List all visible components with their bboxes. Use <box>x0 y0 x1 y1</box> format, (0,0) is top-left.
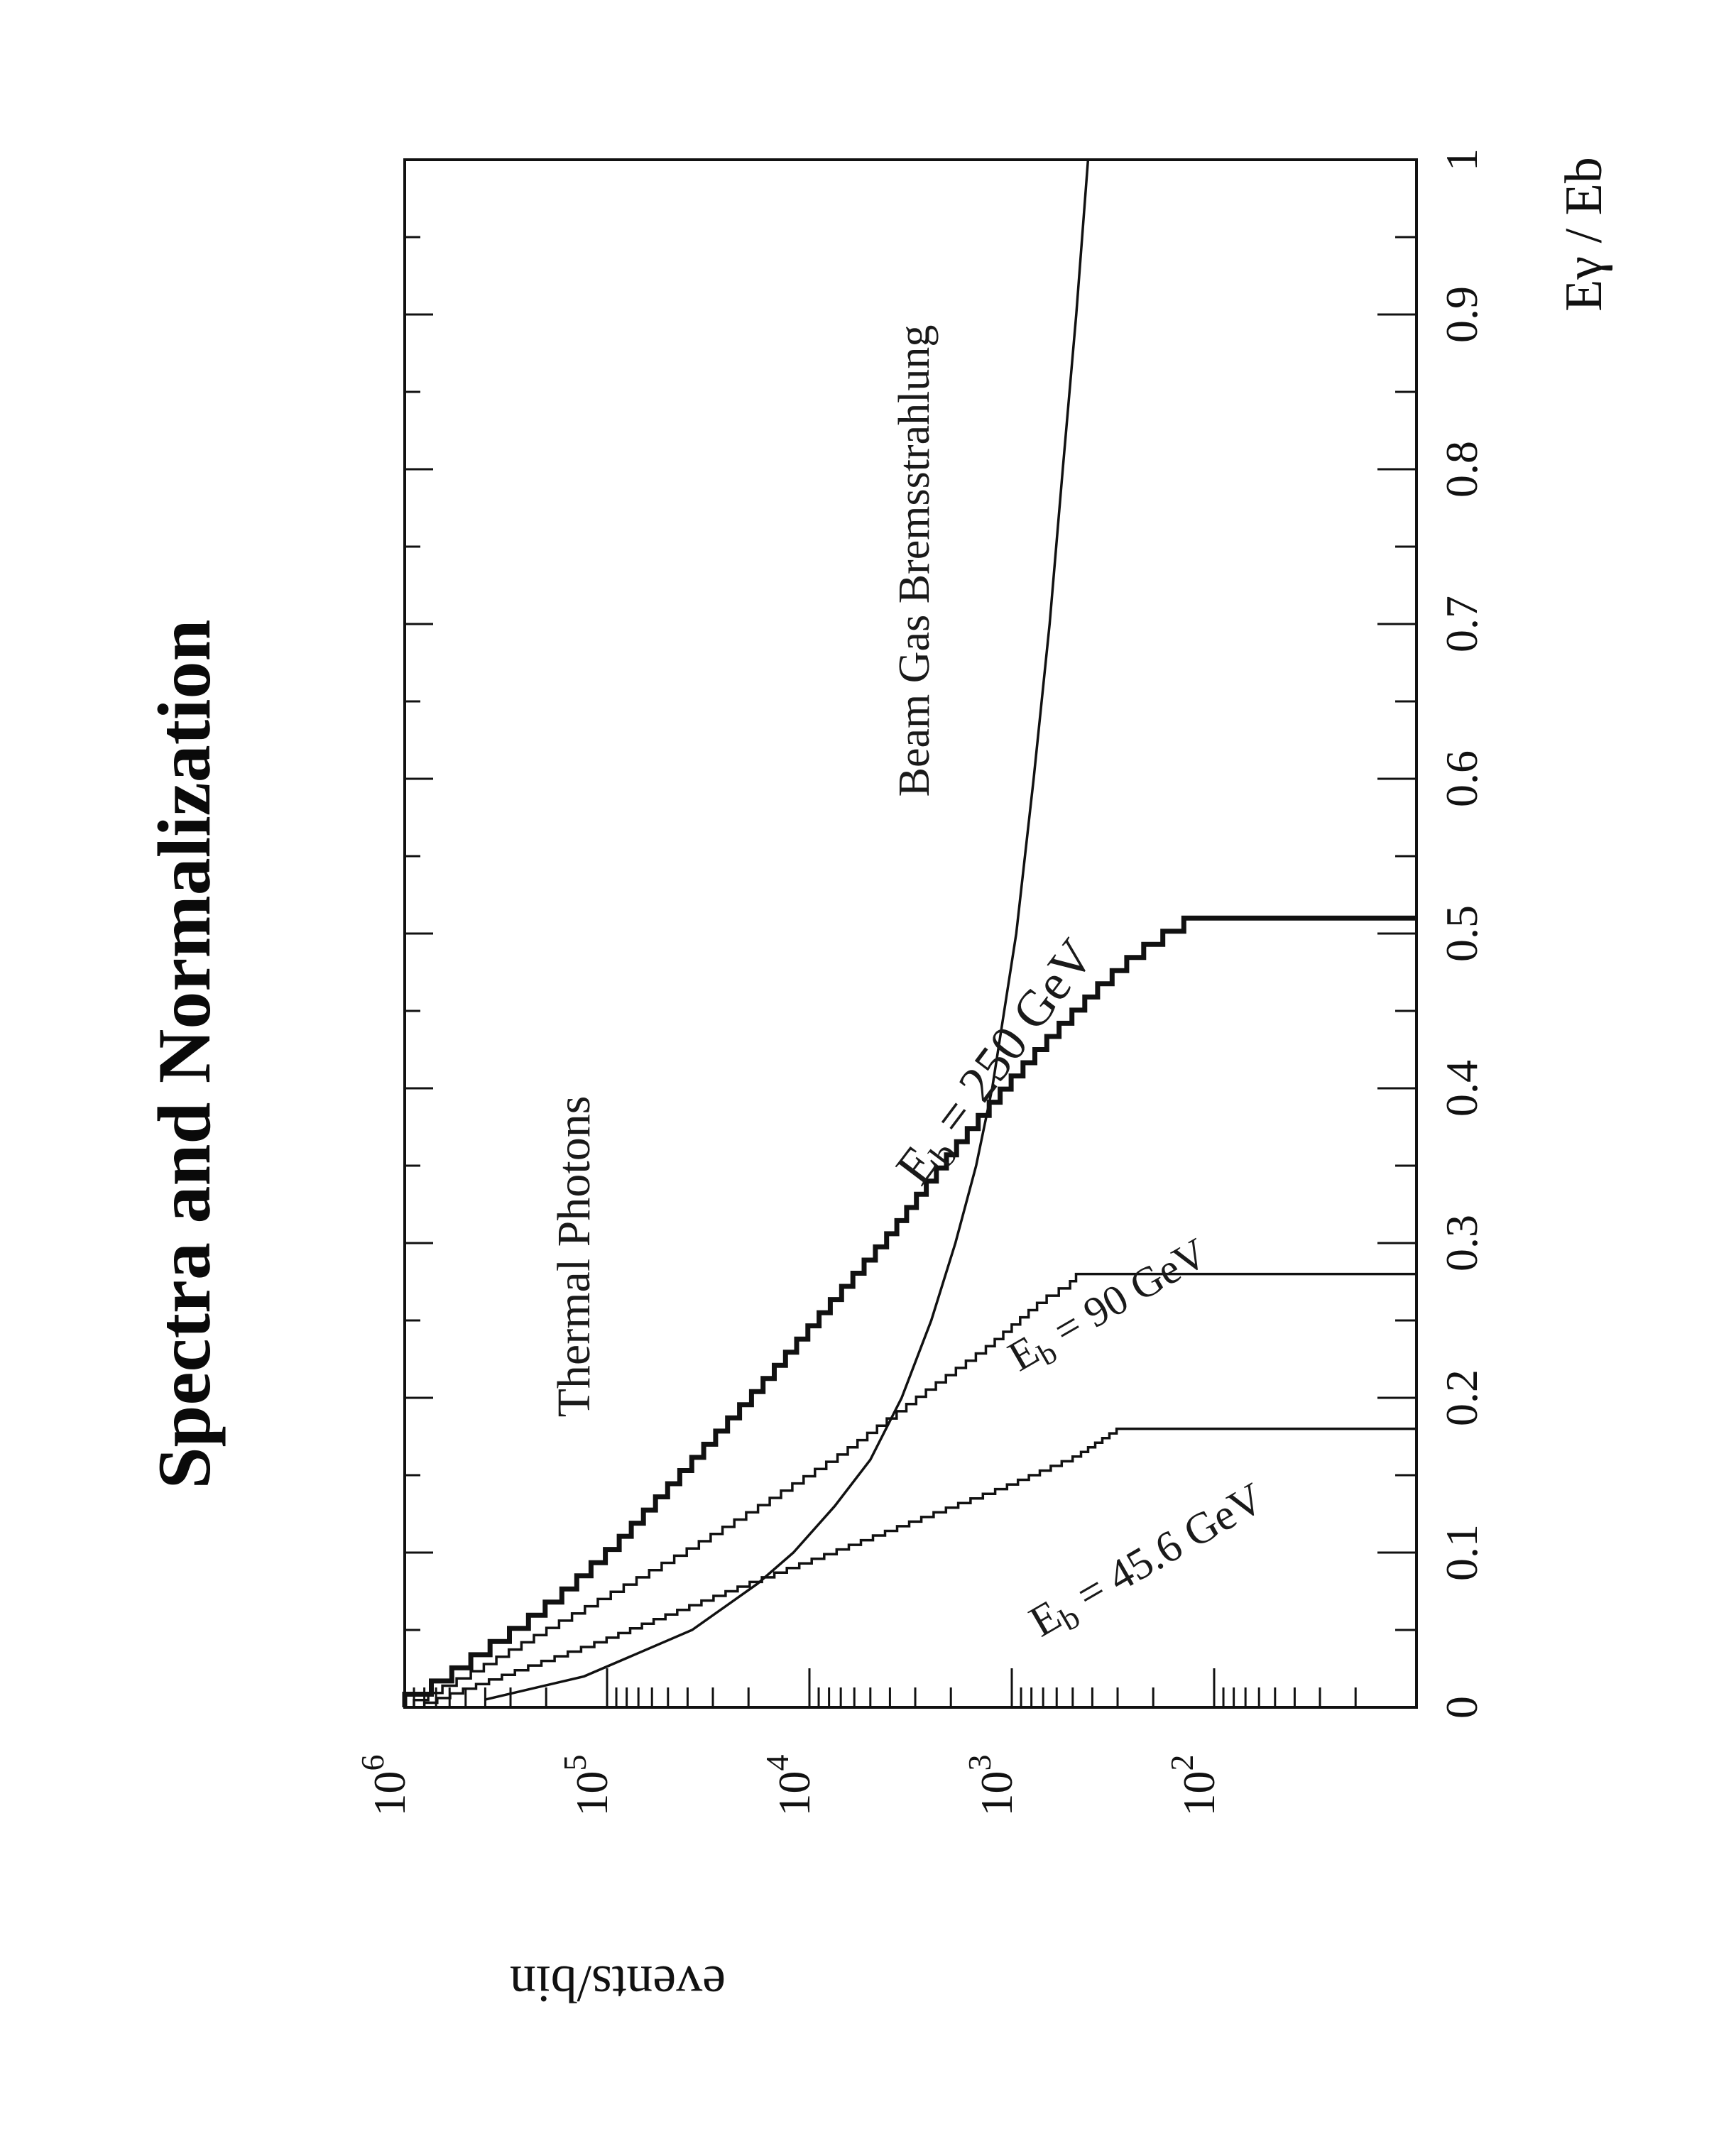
x-axis: 0 0.1 0.2 0.3 0.4 0.5 0.6 0.7 0.8 0.9 1 <box>405 148 1487 1719</box>
x-tick-label: 1 <box>1436 148 1487 171</box>
x-tick-label: 0.7 <box>1436 596 1487 652</box>
y-tick-label: 105 <box>557 1755 617 1817</box>
x-tick-label: 0.4 <box>1436 1060 1487 1117</box>
y-tick-label: 106 <box>354 1755 415 1817</box>
series-eb250 <box>402 915 1416 1707</box>
label-beam-gas: Beam Gas Bremsstrahlung <box>890 325 939 797</box>
y-tick-label: 104 <box>759 1755 819 1817</box>
label-eb-45-6: Eb = 45.6 GeV <box>1022 1474 1275 1651</box>
page-title: Spectra and Normalization <box>143 620 226 1489</box>
label-eb-250: Eb = 250 GeV <box>885 929 1110 1198</box>
x-tick-label: 0 <box>1436 1696 1487 1719</box>
x-tick-label: 0.2 <box>1436 1369 1487 1426</box>
series-curves <box>402 159 1416 1707</box>
series-beamgas <box>484 159 1090 1701</box>
x-tick-label: 0.6 <box>1436 750 1487 807</box>
series-eb45 <box>422 1427 1416 1707</box>
x-tick-label: 0.3 <box>1436 1215 1487 1271</box>
y-tick-label: 102 <box>1164 1755 1224 1817</box>
label-eb-90: Eb = 90 GeV <box>1000 1229 1218 1385</box>
x-tick-label: 0.9 <box>1436 286 1487 343</box>
y-tick-label: 103 <box>961 1755 1022 1817</box>
x-tick-label: 0.8 <box>1436 441 1487 498</box>
label-thermal-photons: Thermal Photons <box>548 1096 600 1418</box>
x-axis-label: Eγ / Eb <box>1555 157 1613 312</box>
y-axis: 102 103 104 105 106 <box>354 1668 1418 1817</box>
y-axis-label: events/bin <box>510 1954 726 2013</box>
series-eb90 <box>413 1272 1416 1707</box>
x-tick-label: 0.1 <box>1436 1524 1487 1581</box>
x-tick-label: 0.5 <box>1436 905 1487 962</box>
